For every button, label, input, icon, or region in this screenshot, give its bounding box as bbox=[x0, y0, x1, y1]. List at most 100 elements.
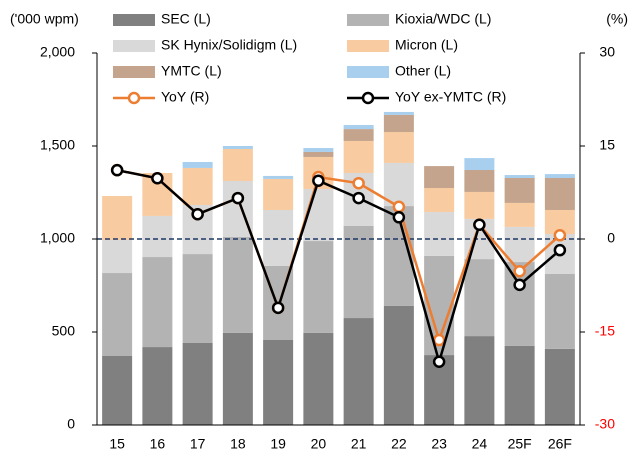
bar-segment bbox=[102, 239, 133, 274]
bar-segment bbox=[303, 241, 334, 333]
bar-segment bbox=[303, 332, 334, 425]
x-tick-label: 24 bbox=[472, 436, 488, 452]
y2-axis-title: (%) bbox=[606, 11, 628, 27]
bar-segment bbox=[424, 166, 455, 189]
bar-segment bbox=[383, 162, 414, 207]
bar-segment bbox=[222, 332, 253, 425]
bar-segment bbox=[464, 191, 495, 219]
line-marker bbox=[312, 174, 325, 187]
bar-segment bbox=[504, 345, 535, 425]
y-tick-label: 1,500 bbox=[40, 137, 75, 153]
bar-segment bbox=[142, 215, 173, 258]
bar-segment bbox=[343, 124, 374, 130]
legend-swatch bbox=[113, 40, 155, 52]
bar-segment bbox=[102, 355, 133, 425]
line-marker bbox=[352, 191, 365, 205]
bar-segment bbox=[182, 161, 213, 168]
legend-swatch bbox=[347, 40, 389, 52]
bar-segment bbox=[544, 174, 575, 178]
legend-label: YoY ex-YMTC (R) bbox=[395, 89, 506, 105]
x-tick-label: 19 bbox=[270, 436, 286, 452]
bar-segment bbox=[182, 167, 213, 205]
line-marker bbox=[553, 243, 567, 257]
x-tick-label: 16 bbox=[150, 436, 166, 452]
line-marker bbox=[432, 333, 446, 347]
y-tick-label: 500 bbox=[52, 323, 76, 339]
bar-segment bbox=[303, 148, 334, 152]
bar-segment bbox=[303, 151, 334, 157]
bar-segment bbox=[544, 273, 575, 349]
line-marker bbox=[110, 163, 124, 177]
legend-marker bbox=[127, 91, 141, 105]
bar-segment bbox=[222, 236, 253, 333]
bar-segment bbox=[383, 305, 414, 425]
x-tick-label: 26F bbox=[548, 436, 572, 452]
y2-tick-label: 30 bbox=[599, 44, 615, 60]
bar-segment bbox=[424, 212, 455, 256]
bar-segment bbox=[343, 318, 374, 425]
bar-segment bbox=[222, 146, 253, 149]
legend-label: SEC (L) bbox=[161, 11, 211, 27]
legend-label: Kioxia/WDC (L) bbox=[395, 11, 491, 27]
legend-label: YoY (R) bbox=[161, 89, 209, 105]
legend-label: Micron (L) bbox=[395, 37, 458, 53]
bar-segment bbox=[504, 175, 535, 178]
bar-segment bbox=[504, 202, 535, 227]
x-tick-label: 15 bbox=[109, 436, 125, 452]
line-marker bbox=[473, 218, 486, 231]
bar-segment bbox=[182, 342, 213, 425]
line-marker bbox=[352, 176, 365, 190]
bar-segment bbox=[504, 226, 535, 263]
legend-swatch bbox=[113, 66, 155, 78]
y2-tick-label: 0 bbox=[607, 230, 615, 246]
bar-segment bbox=[383, 111, 414, 115]
line-marker bbox=[392, 200, 406, 214]
bar-segment bbox=[544, 348, 575, 425]
x-tick-label: 18 bbox=[230, 436, 246, 452]
bar-segment bbox=[102, 196, 133, 240]
bar-segment bbox=[464, 158, 495, 170]
legend-swatch bbox=[347, 14, 389, 26]
x-tick-label: 25F bbox=[508, 436, 532, 452]
legend-label: SK Hynix/Solidigm (L) bbox=[161, 37, 297, 53]
x-tick-label: 22 bbox=[391, 436, 407, 452]
legend-label: Other (L) bbox=[395, 63, 451, 79]
bar-segment bbox=[222, 148, 253, 181]
line-marker bbox=[513, 278, 526, 292]
bar-segment bbox=[343, 140, 374, 173]
y2-tick-label: -30 bbox=[595, 416, 615, 432]
x-tick-label: 17 bbox=[190, 436, 206, 452]
bar-segment bbox=[142, 347, 173, 425]
line-marker bbox=[432, 355, 446, 369]
y-axis-title: ('000 wpm) bbox=[10, 11, 79, 27]
x-tick-label: 23 bbox=[431, 436, 447, 452]
x-tick-label: 20 bbox=[311, 436, 327, 452]
line-marker bbox=[151, 171, 164, 185]
bar-segment bbox=[464, 259, 495, 337]
x-tick-label: 21 bbox=[351, 436, 367, 452]
bar-segment bbox=[464, 336, 495, 425]
y-tick-label: 0 bbox=[67, 416, 75, 432]
line-marker bbox=[191, 207, 204, 221]
y2-tick-label: -15 bbox=[595, 323, 615, 339]
legend-label: YMTC (L) bbox=[161, 63, 222, 79]
line-marker bbox=[392, 211, 406, 224]
legend-marker bbox=[361, 91, 375, 105]
bar-segment bbox=[544, 177, 575, 210]
bar-segment bbox=[263, 339, 294, 425]
line-marker bbox=[513, 264, 526, 278]
line-marker bbox=[231, 191, 245, 205]
bar-segment bbox=[263, 175, 294, 179]
bar-segment bbox=[383, 114, 414, 133]
line-marker bbox=[271, 301, 285, 315]
bar-segment bbox=[464, 169, 495, 192]
line-marker bbox=[553, 229, 567, 242]
bar-segment bbox=[504, 177, 535, 203]
bar-segment bbox=[142, 257, 173, 348]
bar-segment bbox=[343, 129, 374, 141]
bar-segment bbox=[383, 132, 414, 163]
bar-segment bbox=[263, 178, 294, 210]
bar-segment bbox=[424, 188, 455, 213]
bar-segment bbox=[102, 273, 133, 356]
